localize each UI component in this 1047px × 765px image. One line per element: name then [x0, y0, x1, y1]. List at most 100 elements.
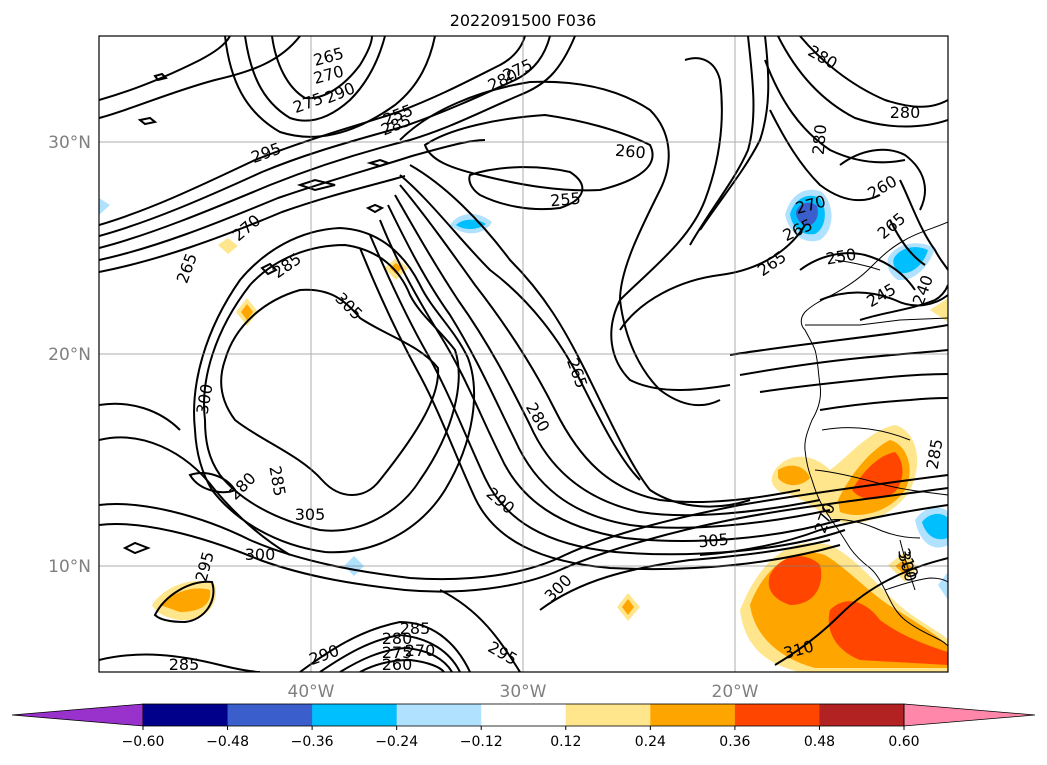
shade-lightblue-e4 [938, 572, 948, 600]
contour-label: 280 [382, 629, 413, 648]
colorbar-tick-label: 0.36 [719, 734, 750, 750]
contour-nw-4 [271, 36, 373, 100]
contour-ne-c [759, 373, 948, 393]
border-5 [884, 577, 948, 591]
contour-ridge-305 [220, 288, 440, 496]
contour-east-ridge2 [619, 224, 806, 331]
map-panel: 265 270 275 280 285 290 295 300 305 260 … [98, 35, 949, 674]
contour-jet-2 [99, 36, 551, 237]
colorbar-segment [143, 704, 229, 726]
latitude-labels: 30°N 20°N 10°N [48, 133, 91, 577]
border-4 [829, 519, 921, 539]
contour-285-south [99, 474, 948, 581]
contour-275 [387, 204, 831, 529]
contour-east-255 [699, 36, 770, 231]
coastlines [800, 221, 948, 647]
contour-ne-260 [839, 148, 926, 211]
contour-nw-3 [244, 36, 386, 122]
colorbar-segment [819, 704, 905, 726]
contour-blob-4 [365, 203, 385, 214]
contour-255-loop [468, 166, 584, 211]
lon-label-30w: 30°W [500, 682, 547, 702]
border-6 [899, 539, 916, 591]
contour-bottom-1 [299, 620, 471, 672]
lat-label-20n: 20°N [48, 345, 91, 365]
contour-label: 300 [245, 545, 276, 564]
contour-label: 270 [405, 641, 436, 660]
colorbar-tick-label: 0.12 [550, 734, 581, 750]
shade-red-se2 [828, 601, 948, 665]
shade-orange-w1 [160, 588, 211, 612]
contour-blob-5 [260, 262, 278, 276]
colorbar-segment [312, 704, 398, 726]
contour-bottom-4 [359, 658, 445, 672]
contour-rim-1 [99, 402, 181, 431]
contour-jet-5 [99, 175, 406, 273]
contour-jet-4 [99, 139, 486, 261]
contour-lines [99, 36, 948, 672]
graticule [99, 36, 948, 672]
contour-nw-1 [99, 36, 301, 119]
colorbar-segment [396, 704, 482, 726]
border-2 [821, 427, 911, 441]
contour-label: 260 [614, 141, 646, 163]
contour-bottom-w [99, 653, 261, 672]
colorbar-tick-label: −0.24 [375, 734, 418, 750]
colorbar-frame [142, 703, 905, 727]
contour-nw-2 [99, 36, 231, 101]
contour-label: 280 [890, 103, 921, 122]
border-7 [834, 259, 881, 271]
contour-280-west [99, 436, 291, 556]
contour-ne-e [899, 179, 948, 271]
contour-rim-2 [188, 472, 237, 494]
contour-265 [399, 184, 801, 503]
shade-red-se1 [768, 556, 822, 605]
contour-ne-f [889, 219, 926, 266]
colorbar-tick-label: 0.60 [888, 734, 919, 750]
contour-se-305 [699, 504, 948, 556]
contour-label: 275 [382, 643, 413, 662]
contour-blob-1 [153, 580, 215, 624]
colorbar-segment [650, 704, 736, 726]
contour-label: 255 [549, 189, 581, 211]
contour-blob-7 [137, 116, 158, 126]
contour-ne-265 [769, 109, 881, 202]
shade-orange-w4 [390, 263, 402, 274]
contour-bottom-3 [339, 646, 453, 672]
contour-label: 305 [697, 530, 729, 552]
colorbar-extend-low [11, 703, 144, 727]
contour-label: 280 [809, 123, 831, 155]
contour-ne-270 [764, 59, 906, 164]
colorbar-tick-label: 0.48 [804, 734, 835, 750]
map-frame [98, 35, 949, 673]
contour-ne-275 [777, 36, 948, 128]
lon-label-20w: 20°W [712, 682, 759, 702]
contour-blob-2 [122, 541, 151, 555]
lat-label-10n: 10°N [48, 557, 91, 577]
contour-se-300 [539, 539, 831, 611]
contour-label: 285 [400, 619, 431, 638]
contour-270 [394, 194, 821, 517]
contour-bottom-2 [319, 633, 461, 672]
colorbar-segment [734, 704, 820, 726]
colorbar: −0.60 −0.48 −0.36 −0.24 −0.12 0.12 0.24 0.36 0.4… [11, 703, 1036, 750]
shade-lightblue-w5 [99, 198, 110, 215]
contour-blob-6 [366, 158, 391, 168]
contour-ne-d [819, 397, 948, 411]
shade-royal-ne1 [796, 202, 818, 226]
contour-east-ridge1 [610, 57, 731, 391]
shade-yellow-e1 [930, 298, 948, 322]
contour-east-260 [689, 36, 755, 246]
colorbar-tick-label: −0.60 [122, 734, 165, 750]
contour-255 [399, 174, 641, 481]
colorbar-tick-label: −0.12 [460, 734, 503, 750]
contour-265-upper [399, 80, 721, 407]
contour-ridge-300 [203, 243, 460, 532]
contour-ne-250 [799, 252, 916, 291]
shade-orange-w3 [241, 304, 253, 320]
colorbar-segment [565, 704, 651, 726]
contour-se-295 [439, 589, 521, 672]
colorbar-tick-label: −0.48 [206, 734, 249, 750]
colorbar-extend-high [903, 703, 1036, 727]
contour-se-310 [774, 557, 948, 666]
